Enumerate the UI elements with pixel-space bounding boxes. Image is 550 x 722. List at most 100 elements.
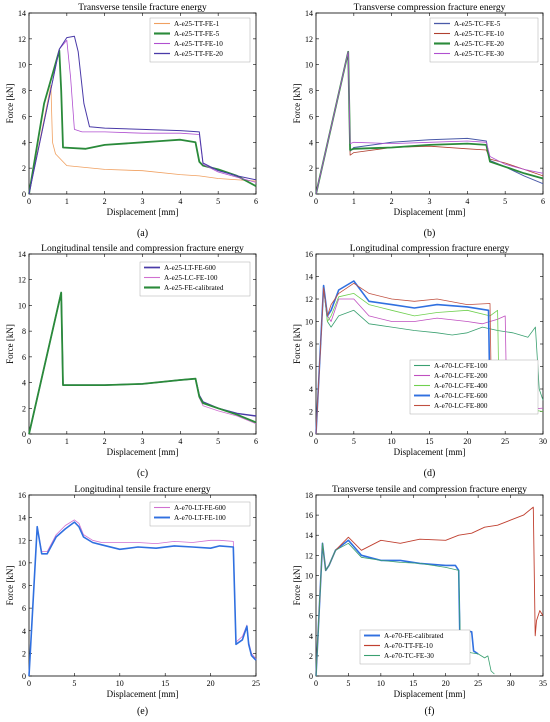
x-tick-label: 0 [27,679,31,688]
y-tick-label: 12 [305,35,313,44]
x-tick-label: 15 [409,679,417,688]
x-tick-label: 4 [178,197,182,206]
y-tick-label: 0 [309,430,313,439]
y-tick-label: 2 [309,652,313,661]
x-tick-label: 5 [352,437,356,446]
x-tick-label: 15 [161,679,169,688]
y-tick-label: 4 [309,138,313,147]
y-tick-label: 8 [309,87,313,96]
legend-entry: A-e70-LC-FE-800 [434,402,488,410]
legend-box [409,359,539,415]
y-tick-label: 8 [22,327,26,336]
x-tick-label: 2 [103,197,107,206]
legend: A-e25-TT-FE-1 A-e25-TT-FE-5 A-e25-TT-FE-10… [149,17,251,63]
y-tick-label: 12 [305,551,313,560]
x-tick-label: 5 [503,197,507,206]
y-tick-label: 6 [22,353,26,362]
y-tick-label: 6 [309,612,313,621]
series-line [28,85,257,195]
x-tick-label: 10 [116,679,124,688]
x-tick-label: 0 [314,679,318,688]
x-tick-label: 25 [501,437,509,446]
series-line [28,39,257,195]
legend-entry: A-e25-TC-FE-30 [454,50,504,58]
series-line [28,521,257,677]
x-tick-label: 1 [65,437,69,446]
y-tick-label: 6 [22,604,26,613]
y-tick-label: 8 [22,582,26,591]
y-tick-label: 4 [22,627,26,636]
y-axis-label: Force [kN] [5,566,15,606]
panel-caption: (a) [137,228,148,239]
legend-entry: A-e25-LT-FE-600 [164,264,216,272]
panel-caption: (c) [137,468,148,479]
x-axis-label: Displacement [mm] [107,689,179,699]
y-tick-label: 12 [305,295,313,304]
y-tick-label: 14 [305,9,313,18]
legend-entry: A-e70-TC-FE-30 [384,652,434,660]
x-tick-label: 3 [141,437,145,446]
chart-panel-f: Transverse tensile and compression fract… [292,484,547,717]
legend: A-e70-LT-FE-600 A-e70-LT-FE-100 [149,501,251,527]
x-tick-label: 10 [388,437,396,446]
y-tick-label: 4 [309,632,313,641]
legend-entry: A-e25-TT-FE-1 [174,20,220,28]
y-tick-label: 4 [22,138,26,147]
series-line [28,35,257,195]
y-tick-label: 8 [309,592,313,601]
legend-entry: A-e25-TC-FE-10 [454,30,504,38]
legend-entry: A-e25-FE-calibrated [164,284,224,292]
chart-title: Transverse compression fracture energy [354,2,506,13]
y-tick-label: 14 [18,514,26,523]
x-tick-label: 5 [346,679,350,688]
chart-title: Transverse tensile and compression fract… [332,484,527,495]
series-line [28,519,257,677]
chart-panel-e: Longitudinal tensile fracture energy 0 5 10… [5,484,260,717]
x-tick-label: 1 [352,197,356,206]
panel-caption: (f) [425,706,435,717]
legend-entry: A-e25-LC-FE-100 [164,274,218,282]
y-tick-label: 8 [309,340,313,349]
y-tick-label: 0 [309,672,313,681]
legend-entry: A-e70-TT-FE-10 [384,642,433,650]
legend-entry: A-e70-LC-FE-200 [434,372,488,380]
legend-entry: A-e70-LT-FE-100 [174,514,226,522]
plot-frame [315,494,544,677]
x-tick-label: 25 [474,679,482,688]
legend: A-e25-TC-FE-5 A-e25-TC-FE-10 A-e25-TC-FE-2… [429,17,539,63]
chart-title: Longitudinal tensile fracture energy [74,484,210,495]
legend-entry: A-e70-LC-FE-400 [434,382,488,390]
y-tick-label: 0 [22,672,26,681]
legend-entry: A-e25-TC-FE-20 [454,40,504,48]
y-tick-label: 16 [305,250,313,259]
chart-title: Transverse tensile fracture energy [78,2,207,13]
x-tick-label: 4 [178,437,182,446]
x-tick-label: 5 [72,679,76,688]
y-tick-label: 14 [305,531,313,540]
x-tick-label: 0 [314,437,318,446]
y-tick-label: 18 [305,491,313,500]
legend-entry: A-e70-LT-FE-600 [174,504,226,512]
x-tick-label: 1 [65,197,69,206]
y-tick-label: 10 [18,301,26,310]
x-tick-label: 2 [390,197,394,206]
y-tick-label: 0 [22,190,26,199]
y-tick-label: 2 [22,649,26,658]
legend-entry: A-e25-TT-FE-10 [174,40,223,48]
y-axis-label: Force [kN] [5,84,15,124]
x-tick-label: 30 [507,679,515,688]
y-axis-label: Force [kN] [292,566,302,606]
y-tick-label: 6 [22,112,26,121]
x-tick-label: 10 [377,679,385,688]
x-tick-label: 5 [216,437,220,446]
y-tick-label: 2 [22,404,26,413]
panel-caption: (e) [137,706,148,717]
x-tick-label: 3 [428,197,432,206]
series-line [315,542,495,677]
y-tick-label: 4 [309,385,313,394]
legend-entry: A-e70-FE-calibrated [384,632,444,640]
x-tick-label: 4 [465,197,469,206]
legend-entry: A-e25-TT-FE-20 [174,50,223,58]
chart-panel-d: Longitudinal compression fracture energy… [292,243,547,479]
